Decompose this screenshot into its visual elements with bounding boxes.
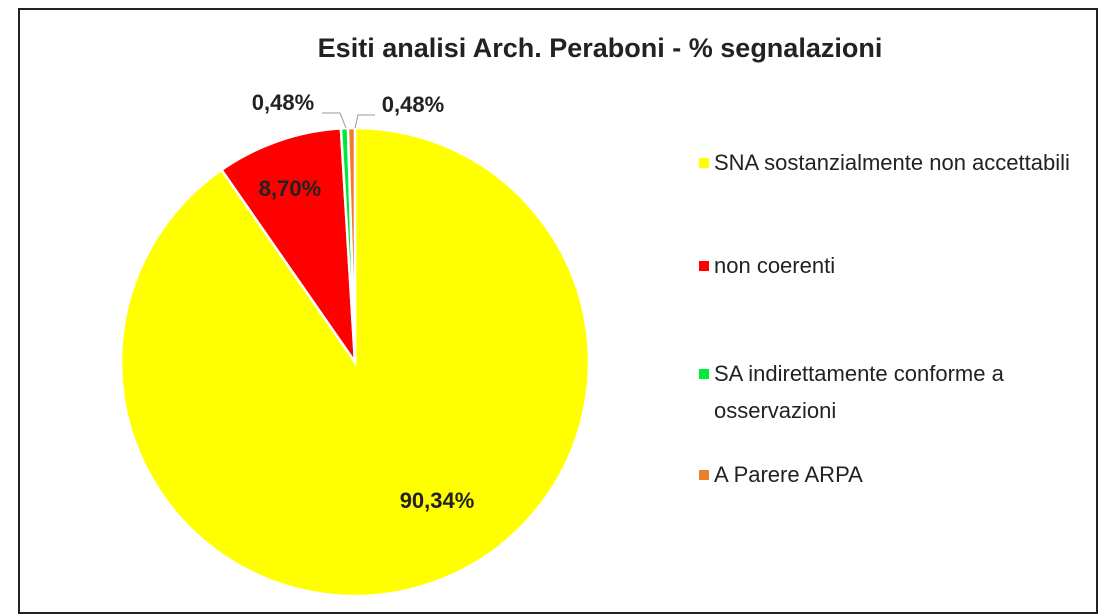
chart-frame xyxy=(18,8,1098,614)
chart-title: Esiti analisi Arch. Peraboni - % segnala… xyxy=(318,33,883,63)
data-label: 0,48% xyxy=(252,90,314,115)
legend-swatch xyxy=(699,369,709,379)
legend-label: non coerenti xyxy=(714,253,836,278)
pie-slice xyxy=(346,126,357,363)
legend-swatch xyxy=(699,470,709,480)
pie-slice xyxy=(219,127,357,367)
data-label: 90,34% xyxy=(400,488,475,513)
legend-label: SA indirettamente conforme a osservazion… xyxy=(714,361,1004,423)
legend-entry: SNA sostanzialmente non accettabili xyxy=(699,144,1084,181)
legend-label: A Parere ARPA xyxy=(714,462,863,487)
leader-line xyxy=(322,112,347,129)
legend-label: SNA sostanzialmente non accettabili xyxy=(714,150,1070,175)
legend-entry: non coerenti xyxy=(699,247,1084,284)
legend-swatch xyxy=(699,158,709,168)
legend-entry: A Parere ARPA xyxy=(699,456,1084,493)
data-label: 8,70% xyxy=(259,176,321,201)
legend-entry: SA indirettamente conforme a osservazion… xyxy=(699,355,1084,429)
data-label: 0,48% xyxy=(382,92,444,117)
legend-swatch xyxy=(699,261,709,271)
leader-line xyxy=(354,114,375,129)
